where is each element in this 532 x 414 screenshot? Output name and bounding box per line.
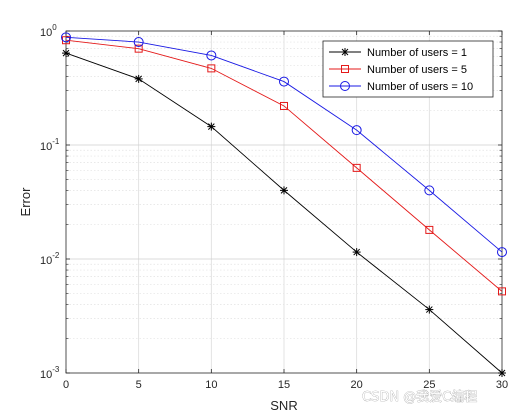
data-point-series-2: [134, 44, 143, 53]
watermark: CSDN @我爱C编程: [362, 390, 477, 405]
y-tick-base: 10: [40, 369, 52, 381]
legend-marker-3: [340, 81, 350, 91]
y-tick-label: 100: [40, 23, 57, 39]
y-tick-label: 10-1: [40, 137, 60, 153]
y-tick-exponent: 0: [52, 23, 57, 32]
x-tick-label: 15: [278, 379, 290, 391]
data-point-series-2: [352, 163, 361, 172]
marker-stroke: [207, 123, 215, 130]
x-tick-label: 20: [351, 379, 363, 391]
data-point-series-1: [498, 369, 506, 377]
x-tick-label: 5: [136, 379, 142, 391]
marker-stroke: [498, 369, 506, 377]
data-point-series-3: [424, 185, 435, 196]
y-tick-label: 10-3: [40, 365, 60, 381]
data-point-series-3: [133, 37, 144, 48]
data-point-series-3: [279, 76, 289, 87]
data-point-series-1: [352, 248, 361, 257]
series: [61, 32, 507, 377]
y-tick-exponent: -2: [52, 251, 60, 260]
x-axis-label: SNR: [270, 398, 297, 413]
legend-marker-1: [341, 48, 349, 56]
data-point-series-1: [134, 74, 143, 83]
legend-entry-1: Number of users = 1: [367, 47, 467, 59]
y-tick-base: 10: [40, 141, 52, 153]
marker-stroke: [425, 306, 433, 313]
data-point-series-2: [207, 64, 216, 73]
y-tick-exponent: -1: [52, 137, 60, 146]
legend-entry-2: Number of users = 5: [367, 64, 467, 76]
data-point-series-3: [497, 247, 507, 258]
y-tick-exponent: -3: [52, 365, 60, 374]
grid: [66, 31, 502, 373]
data-point-series-2: [498, 287, 506, 296]
y-tick-base: 10: [40, 27, 52, 39]
data-point-series-3: [206, 50, 217, 61]
x-tick-label: 30: [496, 379, 508, 391]
series-line-2: [65, 39, 503, 292]
marker-stroke: [62, 49, 70, 57]
marker-stroke: [341, 48, 349, 56]
legend-entry-3: Number of users = 10: [367, 81, 473, 93]
x-tick-label: 0: [63, 379, 69, 391]
data-point-series-1: [62, 49, 70, 58]
y-axis-label: Error: [18, 187, 33, 217]
marker-stroke: [353, 248, 361, 256]
data-point-series-1: [425, 305, 434, 314]
y-tick-base: 10: [40, 255, 52, 267]
marker-stroke: [280, 187, 288, 194]
y-tick-label: 10-2: [40, 251, 60, 267]
marker-stroke: [135, 75, 143, 83]
legend: Number of users = 1 Number of users = 5 Nu…: [322, 40, 494, 98]
data-point-series-2: [280, 101, 288, 110]
x-tick-label: 10: [205, 379, 217, 391]
series-line-3: [65, 36, 503, 253]
data-point-series-2: [425, 225, 434, 234]
data-point-series-1: [280, 186, 288, 195]
legend-marker-2: [341, 65, 349, 73]
data-point-series-3: [351, 125, 362, 136]
x-tick-label: 25: [423, 379, 435, 391]
data-point-series-3: [61, 32, 71, 43]
data-point-series-1: [207, 122, 216, 131]
